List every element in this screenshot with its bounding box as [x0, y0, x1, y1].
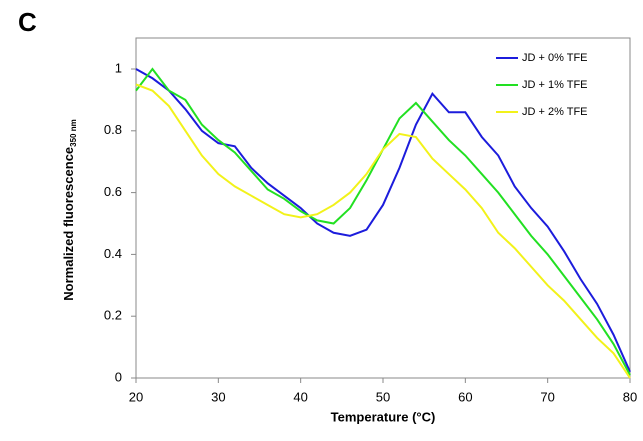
legend-label: JD + 0% TFE: [522, 52, 588, 64]
series-line: [135, 68, 631, 373]
y-tick-label: 1: [115, 60, 122, 75]
y-axis-label: Normalized fluorescence350 nm: [61, 119, 78, 300]
y-label-main: Normalized fluorescence: [61, 147, 76, 301]
y-tick-label: 0.8: [104, 122, 122, 137]
x-axis-label: Temperature (°C): [331, 409, 436, 424]
x-tick-label: 30: [211, 389, 225, 404]
y-tick-label: 0.6: [104, 184, 122, 199]
series-line: [135, 83, 631, 379]
x-tick-label: 40: [293, 389, 307, 404]
y-tick-label: 0.2: [104, 308, 122, 323]
legend-label: JD + 1% TFE: [522, 79, 588, 91]
y-label-subscript: 350 nm: [69, 119, 78, 147]
panel-label: C: [18, 7, 37, 37]
x-tick-label: 70: [540, 389, 554, 404]
y-tick-label: 0: [115, 369, 122, 384]
x-tick-label: 80: [623, 389, 637, 404]
x-tick-label: 60: [458, 389, 472, 404]
y-tick-label: 0.4: [104, 246, 122, 261]
x-tick-label: 20: [129, 389, 143, 404]
legend-label: JD + 2% TFE: [522, 106, 588, 118]
x-tick-label: 50: [376, 389, 390, 404]
